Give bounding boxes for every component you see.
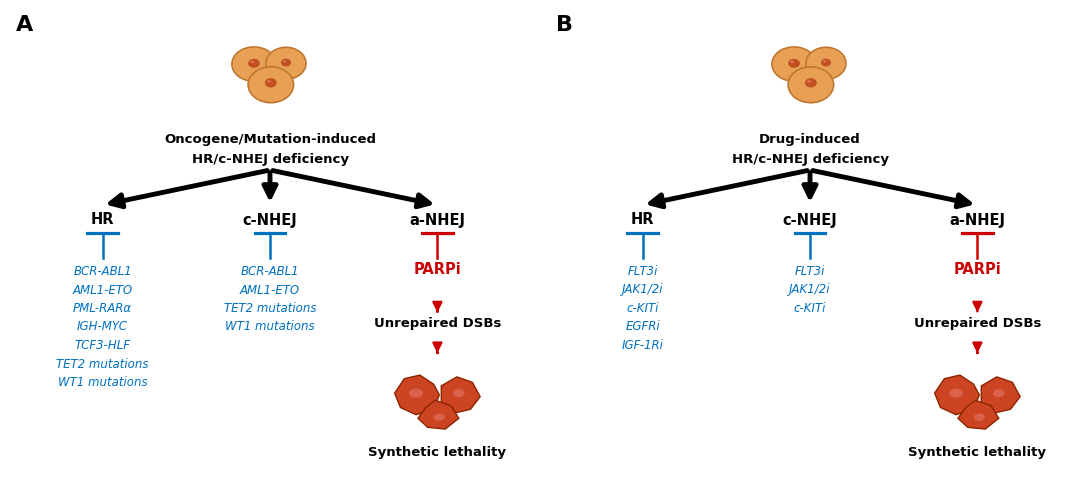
Text: BCR-ABL1
AML1-ETO
PML-RARα
IGH-MYC
TCF3-HLF
TET2 mutations
WT1 mutations: BCR-ABL1 AML1-ETO PML-RARα IGH-MYC TCF3-… [56, 265, 149, 389]
Ellipse shape [807, 80, 811, 83]
Text: c-NHEJ: c-NHEJ [783, 212, 837, 228]
Ellipse shape [949, 388, 963, 398]
Text: PARPi: PARPi [954, 262, 1001, 276]
Text: Synthetic lethality: Synthetic lethality [908, 446, 1047, 459]
Text: PARPi: PARPi [414, 262, 461, 276]
Polygon shape [394, 375, 440, 414]
Ellipse shape [267, 80, 271, 83]
Text: Unrepaired DSBs: Unrepaired DSBs [914, 316, 1041, 330]
Ellipse shape [806, 48, 846, 80]
Ellipse shape [283, 60, 286, 62]
Text: HR/c-NHEJ deficiency: HR/c-NHEJ deficiency [191, 152, 349, 166]
Text: FLT3i
JAK1/2i
c-KITi
EGFRi
IGF-1Ri: FLT3i JAK1/2i c-KITi EGFRi IGF-1Ri [622, 265, 663, 352]
Text: Oncogene/Mutation-induced: Oncogene/Mutation-induced [164, 132, 376, 145]
Text: HR: HR [631, 212, 654, 228]
Ellipse shape [248, 59, 260, 68]
Polygon shape [958, 400, 999, 429]
Polygon shape [442, 377, 481, 413]
Text: Synthetic lethality: Synthetic lethality [368, 446, 507, 459]
Ellipse shape [772, 47, 816, 81]
Ellipse shape [805, 78, 816, 88]
Polygon shape [934, 375, 980, 414]
Ellipse shape [974, 414, 985, 421]
Ellipse shape [251, 60, 254, 64]
Polygon shape [982, 377, 1021, 413]
Text: HR/c-NHEJ deficiency: HR/c-NHEJ deficiency [731, 152, 889, 166]
Ellipse shape [281, 58, 292, 66]
Ellipse shape [409, 388, 422, 398]
Ellipse shape [453, 389, 464, 397]
Ellipse shape [265, 78, 276, 88]
Text: A: A [16, 15, 33, 35]
Ellipse shape [266, 48, 306, 80]
Text: a-NHEJ: a-NHEJ [949, 212, 1005, 228]
Ellipse shape [434, 414, 445, 421]
Text: c-NHEJ: c-NHEJ [243, 212, 297, 228]
Ellipse shape [248, 67, 294, 102]
Ellipse shape [791, 60, 794, 64]
Ellipse shape [232, 47, 276, 81]
Ellipse shape [788, 67, 834, 102]
Text: HR: HR [91, 212, 114, 228]
Polygon shape [418, 400, 459, 429]
Text: a-NHEJ: a-NHEJ [409, 212, 465, 228]
Ellipse shape [821, 58, 832, 66]
Text: FLT3i
JAK1/2i
c-KITi: FLT3i JAK1/2i c-KITi [789, 265, 831, 315]
Text: BCR-ABL1
AML1-ETO
TET2 mutations
WT1 mutations: BCR-ABL1 AML1-ETO TET2 mutations WT1 mut… [224, 265, 316, 334]
Text: Drug-induced: Drug-induced [759, 132, 861, 145]
Ellipse shape [788, 59, 800, 68]
Text: Unrepaired DSBs: Unrepaired DSBs [374, 316, 501, 330]
Text: B: B [556, 15, 573, 35]
Ellipse shape [823, 60, 826, 62]
Ellipse shape [993, 389, 1004, 397]
